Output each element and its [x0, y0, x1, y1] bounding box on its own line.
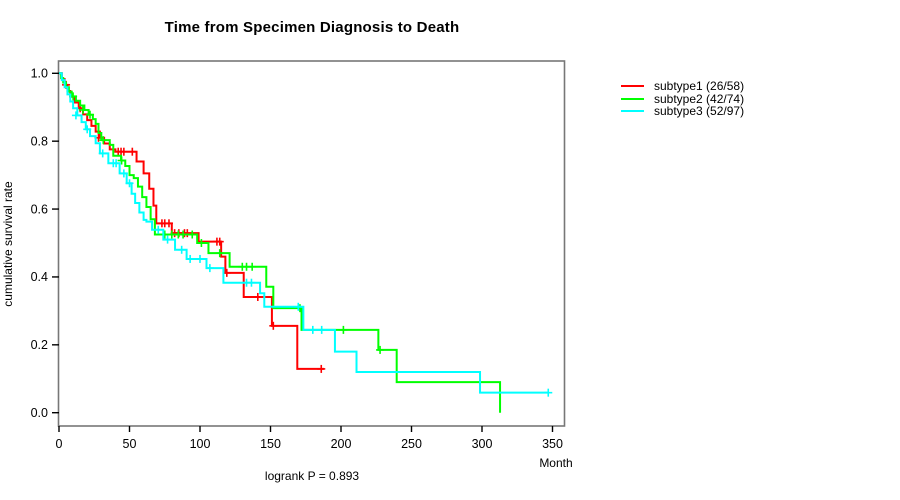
svg-text:350: 350	[542, 437, 563, 451]
legend-line-swatch-cyan	[621, 110, 644, 113]
logrank-p-annotation: logrank P = 0.893	[264, 469, 360, 483]
legend-line-swatch-red	[621, 85, 644, 88]
svg-text:0.8: 0.8	[31, 134, 48, 148]
svg-text:100: 100	[190, 437, 211, 451]
svg-text:50: 50	[123, 437, 137, 451]
chart-title: Time from Specimen Diagnosis to Death	[164, 19, 460, 36]
svg-text:150: 150	[260, 437, 281, 451]
svg-text:0.2: 0.2	[31, 338, 48, 352]
svg-text:250: 250	[401, 437, 422, 451]
svg-text:0.4: 0.4	[31, 270, 48, 284]
svg-text:0: 0	[56, 437, 63, 451]
svg-text:200: 200	[331, 437, 352, 451]
legend: subtype1 (26/58) subtype2 (42/74) subtyp…	[621, 80, 744, 118]
legend-line-swatch-green	[621, 97, 644, 100]
legend-label: subtype1 (26/58)	[654, 79, 745, 94]
legend-item-subtype3: subtype3 (52/97)	[621, 105, 744, 118]
legend-label: subtype3 (52/97)	[654, 104, 745, 119]
x-axis-unit-label: Month	[539, 456, 573, 470]
legend-item-subtype1: subtype1 (26/58)	[621, 80, 744, 93]
legend-label: subtype2 (42/74)	[654, 91, 745, 106]
svg-text:1.0: 1.0	[31, 67, 48, 81]
svg-text:0.6: 0.6	[31, 202, 48, 216]
svg-text:0.0: 0.0	[31, 406, 48, 420]
legend-item-subtype2: subtype2 (42/74)	[621, 93, 744, 106]
svg-text:300: 300	[472, 437, 493, 451]
